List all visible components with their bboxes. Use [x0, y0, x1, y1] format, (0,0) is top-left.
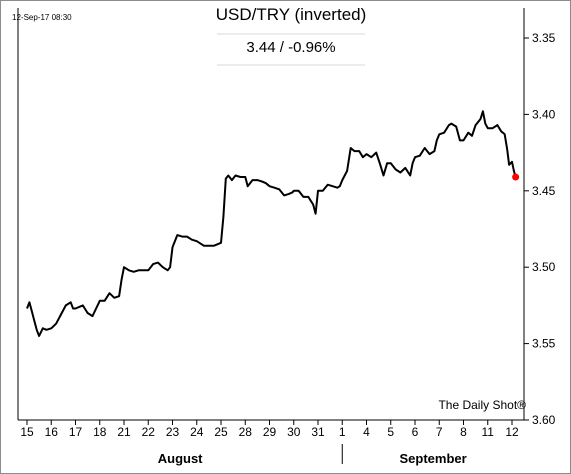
x-tick-label: 6	[412, 425, 419, 439]
x-tick-label: 28	[239, 425, 253, 439]
series-line	[26, 110, 517, 337]
x-tick-label: 5	[387, 425, 394, 439]
x-tick-label: 30	[287, 425, 301, 439]
x-tick-label: 29	[263, 425, 277, 439]
source-label: The Daily Shot®	[438, 398, 526, 412]
x-tick-label: 31	[311, 425, 325, 439]
y-tick-label: 3.45	[532, 184, 556, 198]
y-tick-label: 3.35	[532, 31, 556, 45]
last-value-marker	[512, 173, 520, 181]
chart-title: USD/TRY (inverted)	[216, 5, 367, 24]
x-tick-label: 1	[339, 425, 346, 439]
x-tick-label: 12	[505, 425, 519, 439]
timestamp: 12-Sep-17 08:30	[12, 13, 72, 22]
x-axis: 15 16 17 18 21 22 23 24 25 28 29 30 31 1 4 5 6 7 8 11 12 Augu…	[18, 419, 524, 466]
x-tick-label: 25	[214, 425, 228, 439]
chart-subtitle: 3.44 / -0.96%	[246, 39, 335, 56]
y-tick-label: 3.55	[532, 337, 556, 351]
y-tick-label: 3.40	[532, 107, 556, 121]
x-tick-label: 11	[482, 425, 495, 439]
x-tick-label: 21	[117, 425, 131, 439]
x-tick-label: 7	[436, 425, 443, 439]
x-tick-label: 17	[69, 425, 83, 439]
x-tick-label: 24	[190, 425, 204, 439]
y-tick-label: 3.50	[532, 260, 556, 274]
x-tick-label: 15	[20, 425, 34, 439]
x-tick-label: 16	[45, 425, 59, 439]
x-tick-label: 4	[363, 425, 370, 439]
series-layer	[26, 110, 520, 337]
x-tick-label: 22	[142, 425, 156, 439]
y-tick-label: 3.60	[532, 413, 556, 427]
month-label-september: September	[400, 451, 467, 466]
month-label-august: August	[158, 451, 203, 466]
x-tick-label: 23	[166, 425, 180, 439]
x-tick-label: 18	[93, 425, 107, 439]
y-axis: 3.35 3.40 3.45 3.50 3.55 3.60	[17, 8, 556, 427]
x-tick-label: 8	[460, 425, 467, 439]
